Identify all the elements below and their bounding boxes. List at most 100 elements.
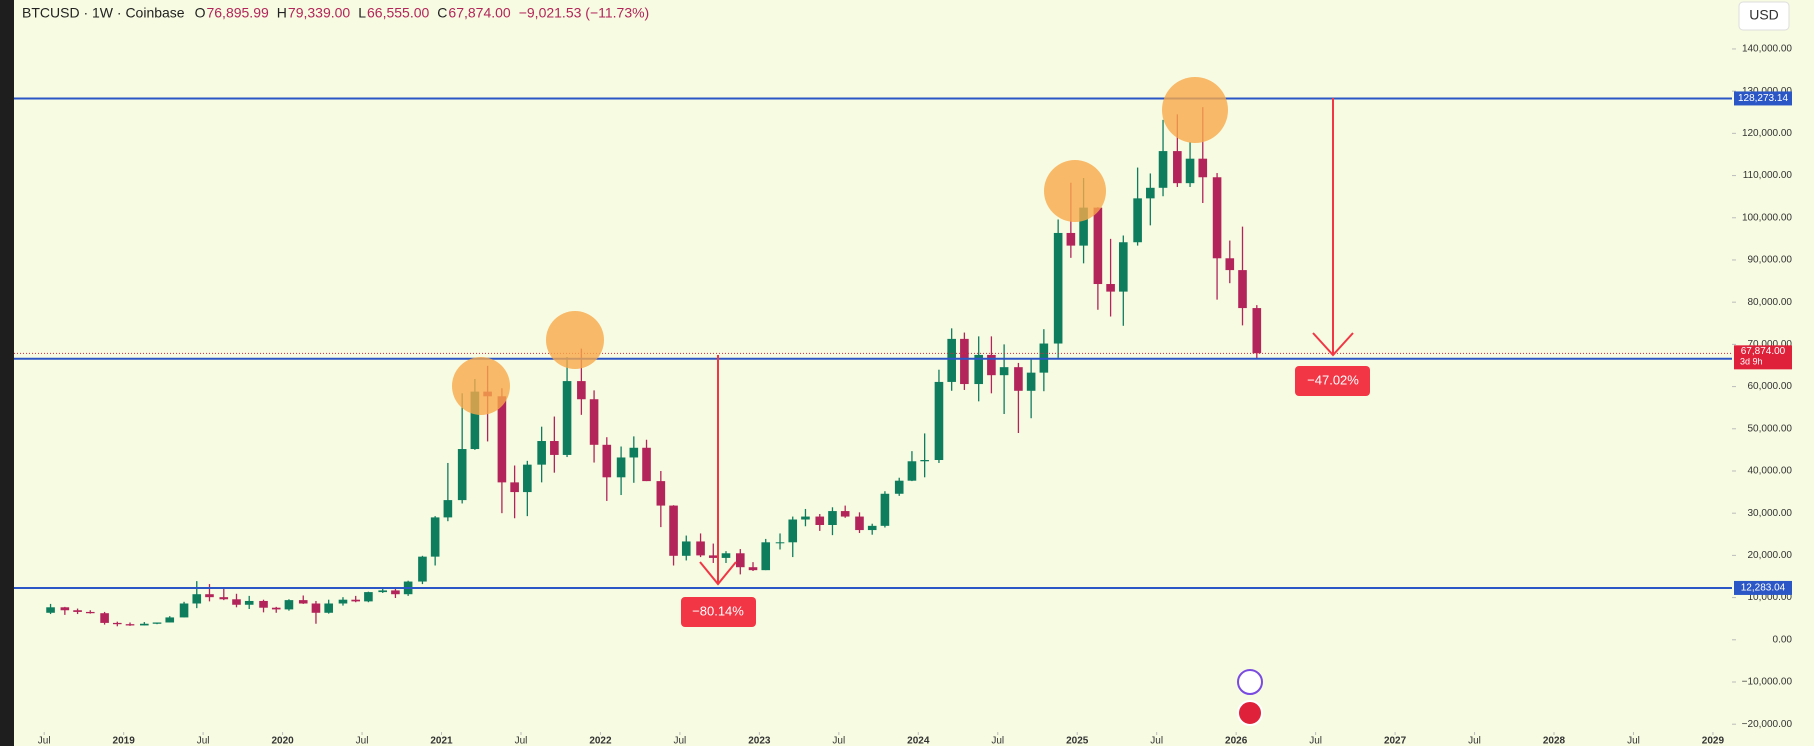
candle-body	[418, 556, 427, 582]
candle-body	[828, 511, 837, 525]
candle-body	[880, 493, 890, 526]
candle-body	[152, 622, 162, 624]
candle-body	[298, 600, 308, 604]
plot-area: −20,000.00 −10,000.00 0.00 10,000.00 20,000.…	[14, 44, 1792, 746]
y-tick-label: 90,000.00	[1748, 255, 1793, 266]
candle-body	[616, 457, 626, 478]
candle-body	[815, 516, 825, 525]
ohlc-value: 79,339.00	[288, 5, 350, 21]
y-tick-label: 20,000.00	[1748, 550, 1793, 561]
candle-body	[510, 482, 519, 493]
candle-body	[1026, 372, 1036, 391]
currency-label[interactable]: USD	[1749, 7, 1779, 23]
candle-body	[788, 519, 798, 543]
candle-body	[457, 449, 467, 501]
ohlc-value: 66,555.00	[367, 5, 429, 21]
candle-body	[550, 441, 559, 455]
x-tick-label: Jul	[832, 736, 845, 746]
candle-body	[1198, 158, 1208, 178]
candle-body	[259, 600, 268, 608]
arrow-head	[1312, 332, 1354, 357]
x-tick-label: 2022	[589, 736, 612, 746]
y-tick-label: 100,000.00	[1742, 212, 1792, 223]
y-tick-label: 40,000.00	[1748, 466, 1793, 477]
x-tick-label: Jul	[1627, 736, 1640, 746]
level-label-box	[1734, 91, 1792, 106]
candle-body	[192, 594, 202, 604]
candle-body	[589, 399, 599, 445]
x-tick-label: 2020	[271, 736, 294, 746]
level-label: 128,273.14	[1738, 93, 1788, 104]
x-tick-label: 2023	[748, 736, 771, 746]
candle-body	[801, 516, 810, 520]
annotations: −80.14% −47.02%	[452, 77, 1370, 726]
candle-body	[855, 516, 864, 531]
candle-body	[140, 623, 149, 626]
annotation-box	[681, 597, 756, 627]
candle-body	[271, 607, 281, 610]
candle-body	[60, 607, 70, 611]
candle-body	[577, 381, 586, 400]
candle-body	[364, 592, 373, 602]
annotation-label: −80.14%	[692, 603, 744, 618]
candle-body	[1238, 270, 1247, 309]
icon[interactable]	[1237, 700, 1263, 726]
candle-body	[378, 590, 388, 593]
ohlc-letter: C	[437, 5, 447, 21]
y-tick-label: −20,000.00	[1742, 719, 1793, 730]
candle-body	[232, 599, 241, 605]
y-tick-label: 0.00	[1773, 634, 1793, 645]
candle-body	[1252, 308, 1262, 354]
candle-body	[974, 354, 983, 385]
candle-body	[1185, 158, 1195, 184]
currency-button[interactable]	[1738, 1, 1790, 31]
candle-body	[430, 517, 440, 557]
candle-body	[284, 600, 294, 610]
change-value: −9,021.53 (−11.73%)	[519, 5, 650, 21]
candle-body	[867, 525, 877, 531]
annotation-label: −47.02%	[1307, 372, 1359, 387]
candle-body	[721, 553, 731, 558]
candle-body	[1146, 187, 1155, 199]
candle-body	[602, 444, 612, 478]
candle-body	[311, 603, 321, 613]
ohlc-letter: O	[195, 5, 206, 21]
candle-body	[1119, 242, 1128, 292]
level-label: 12,283.04	[1741, 583, 1786, 594]
candle-body	[1053, 232, 1063, 344]
candle-body	[244, 600, 254, 605]
candle-body	[351, 599, 360, 602]
candle-body	[165, 617, 175, 623]
x-tick-label: Jul	[1150, 736, 1163, 746]
candle-body	[85, 611, 95, 614]
candle-body	[629, 447, 639, 458]
x-tick-label: 2026	[1225, 736, 1248, 746]
candle-body	[1173, 151, 1182, 184]
candle-body	[338, 599, 348, 604]
y-tick-label: −10,000.00	[1742, 677, 1793, 688]
candle-body	[1014, 367, 1023, 391]
y-tick-label: 110,000.00	[1743, 170, 1793, 181]
candle-body	[205, 594, 214, 598]
x-tick-label: 2027	[1384, 736, 1407, 746]
candle-body	[656, 481, 666, 506]
x-tick-label: 2029	[1702, 736, 1725, 746]
candle-body	[999, 367, 1009, 376]
candle-body	[708, 555, 718, 558]
y-tick-label: 50,000.00	[1748, 423, 1793, 434]
x-tick-label: Jul	[356, 736, 369, 746]
y-tick-label: 80,000.00	[1748, 297, 1793, 308]
candle-body	[669, 505, 678, 556]
countdown-label: 3d 9h	[1740, 357, 1763, 367]
candle-body	[696, 541, 705, 556]
candle-body	[681, 541, 691, 556]
y-tick-label: 10,000.00	[1748, 592, 1793, 603]
candle-body	[735, 553, 745, 568]
icon[interactable]	[1237, 669, 1263, 695]
y-tick-label: 60,000.00	[1748, 381, 1793, 392]
candle-body	[497, 396, 507, 483]
candle-body	[324, 603, 333, 613]
candle-body	[1079, 207, 1088, 246]
